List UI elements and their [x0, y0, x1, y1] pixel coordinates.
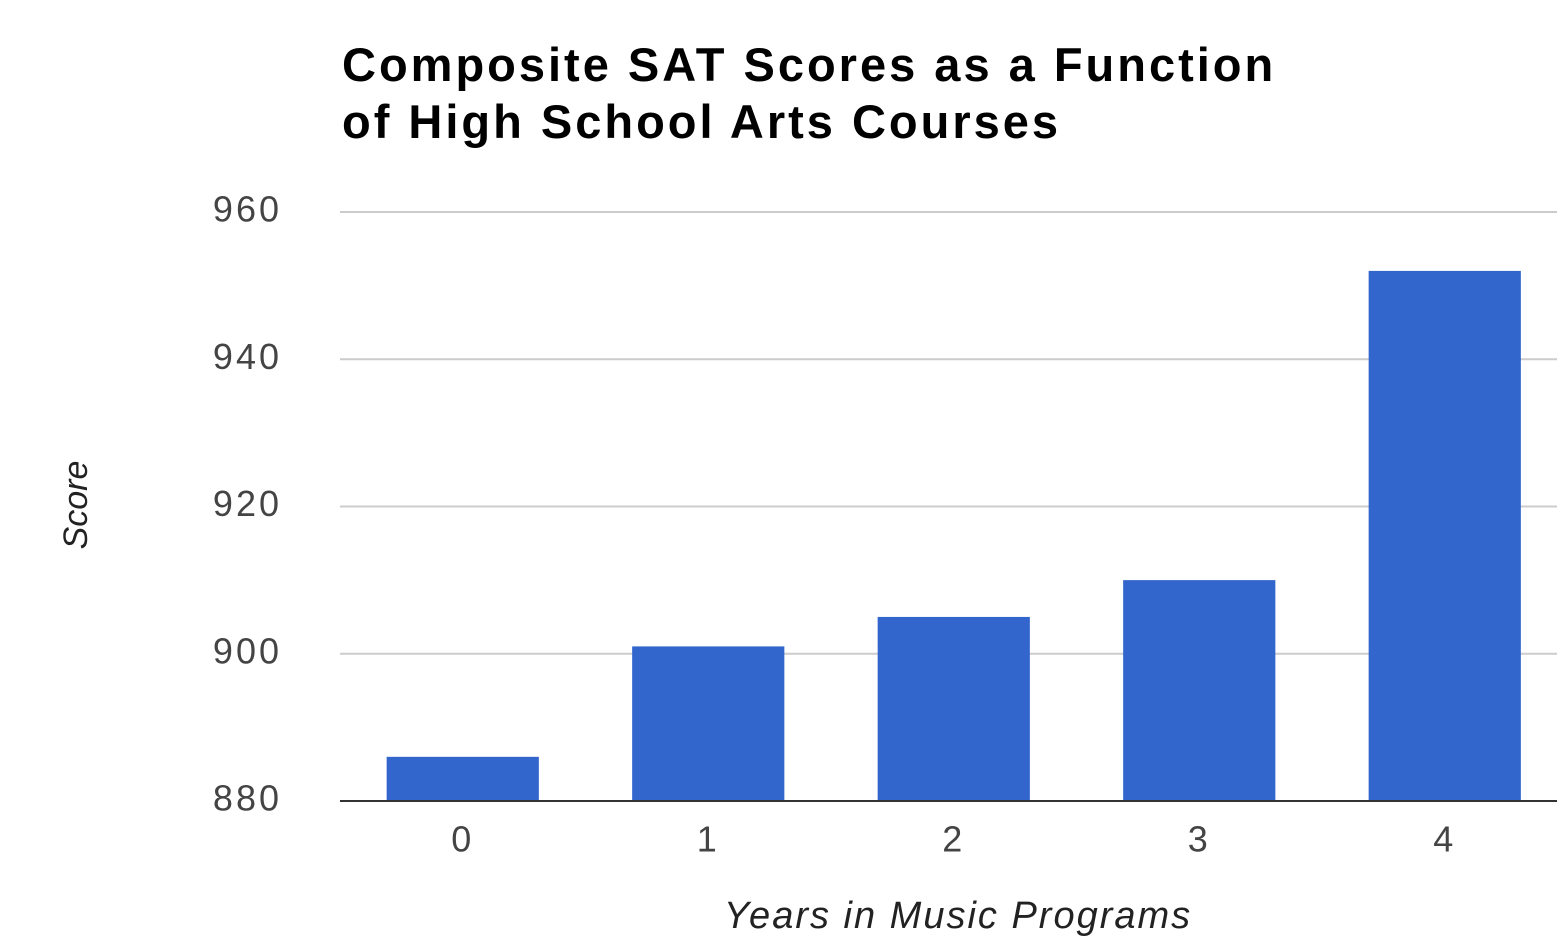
y-tick-label: 940 [213, 336, 282, 377]
y-axis-label: Score [57, 461, 95, 550]
y-tick-label: 920 [213, 483, 282, 524]
bar [1123, 580, 1276, 801]
y-tick-label: 960 [213, 189, 282, 230]
x-tick-label: 3 [1188, 819, 1211, 860]
chart-title: Composite SAT Scores as a Function of Hi… [342, 38, 1277, 148]
bar [1368, 270, 1521, 801]
x-tick-label: 0 [451, 819, 474, 860]
x-tick-label: 1 [697, 819, 720, 860]
y-tick-label: 880 [213, 778, 282, 819]
x-tick-label: 2 [942, 819, 965, 860]
x-axis-label: Years in Music Programs [724, 895, 1192, 937]
x-tick-label: 4 [1433, 819, 1456, 860]
bar [632, 646, 785, 801]
bar [877, 616, 1030, 801]
y-tick-label: 900 [213, 630, 282, 671]
bar [386, 756, 539, 801]
